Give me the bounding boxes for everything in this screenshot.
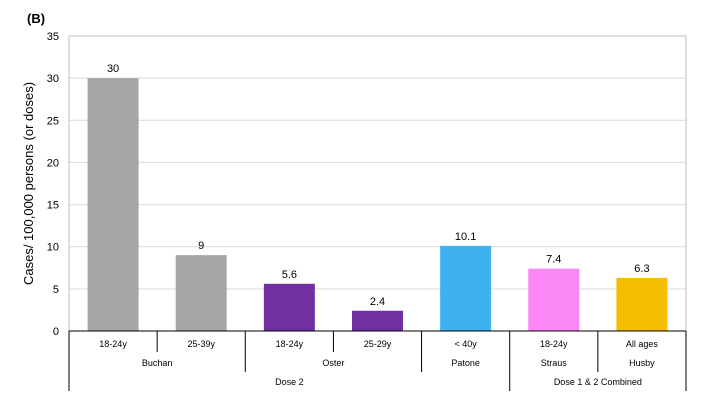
y-axis-title: Cases/ 100,000 persons (or doses): [21, 82, 36, 285]
bar: [352, 310, 403, 331]
category-label: All ages: [626, 339, 659, 349]
dose-group-label: Dose 1 & 2 Combined: [554, 377, 642, 387]
y-tick-label: 35: [47, 31, 59, 43]
study-group-label: Buchan: [142, 358, 173, 368]
y-tick-label: 30: [47, 73, 59, 85]
y-tick-label: 25: [47, 115, 59, 127]
bar: [528, 268, 580, 331]
study-group-label: Husby: [629, 358, 655, 368]
bar: [616, 277, 668, 331]
y-tick-label: 15: [47, 200, 59, 212]
study-group-label: Oster: [322, 358, 344, 368]
bar: [263, 283, 315, 331]
data-label: 7.4: [546, 254, 561, 266]
y-tick-label: 0: [53, 326, 59, 338]
category-label: < 40y: [455, 339, 478, 349]
bar: [87, 78, 139, 332]
y-tick-label: 20: [47, 157, 59, 169]
category-label: 18-24y: [99, 339, 127, 349]
data-label: 9: [198, 240, 204, 252]
category-label: 25-39y: [187, 339, 215, 349]
data-label: 5.6: [282, 269, 297, 281]
bar: [440, 245, 492, 331]
plot-border: [68, 35, 687, 332]
panel-label: (B): [27, 11, 46, 26]
y-tick-label: 5: [53, 284, 59, 296]
study-group-label: Patone: [451, 358, 480, 368]
category-label: 25-29y: [364, 339, 392, 349]
data-label: 10.1: [455, 231, 476, 243]
dose-group-label: Dose 2: [275, 377, 304, 387]
y-tick-label: 10: [47, 242, 59, 254]
bar: [175, 255, 227, 331]
category-label: 18-24y: [276, 339, 304, 349]
category-label: 18-24y: [540, 339, 568, 349]
data-label: 6.3: [634, 263, 649, 275]
study-group-label: Straus: [541, 358, 568, 368]
data-label: 2.4: [370, 296, 385, 308]
data-label: 30: [107, 63, 119, 75]
